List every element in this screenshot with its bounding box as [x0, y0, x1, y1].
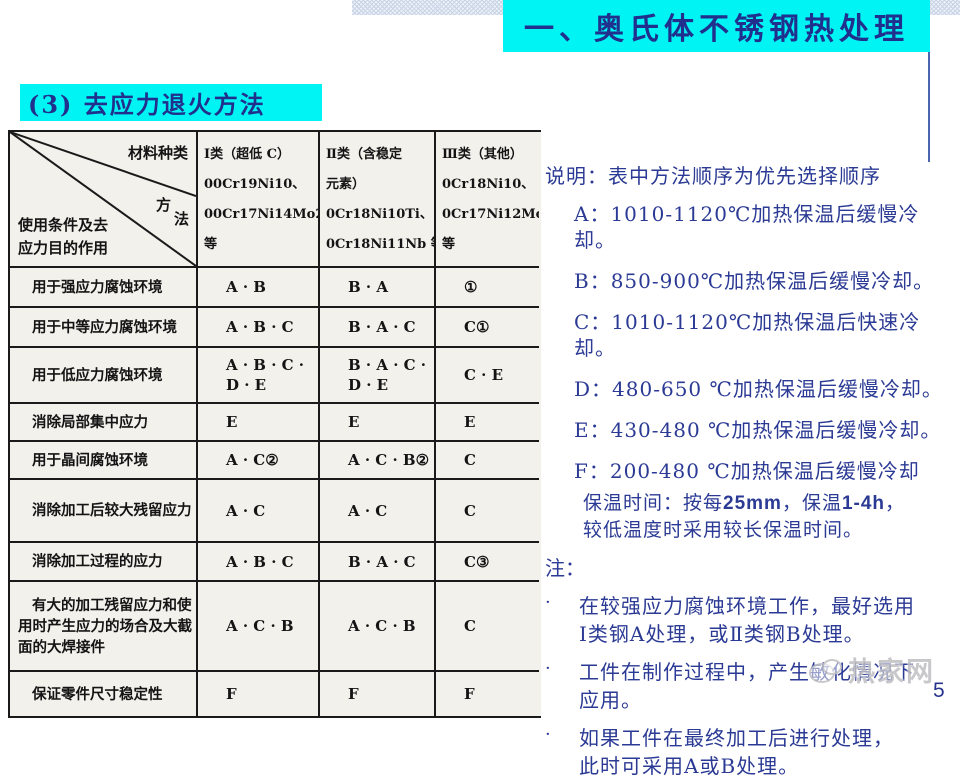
- table-cell: C · E: [436, 348, 539, 404]
- table-row-label: 用于低应力腐蚀环境: [10, 348, 198, 404]
- method-definition-F: F：200-480 ℃加热保温后缓慢冷却: [574, 459, 920, 483]
- note-bullet: · 如果工件在最终加工后进行处理， 此时可采用A或B处理。: [545, 724, 894, 778]
- table-cell: E: [320, 404, 436, 442]
- table-cell: C: [436, 582, 539, 672]
- table-cell: A · C: [320, 480, 436, 543]
- diagonal-divider-lines: [10, 132, 196, 266]
- table-row-label: 用于中等应力腐蚀环境: [10, 308, 198, 348]
- column-header-class3: Ⅲ类（其他） 0Cr18Ni10、 0Cr17Ni12Mo2 等: [436, 132, 539, 268]
- table-cell: A · C②: [198, 442, 320, 480]
- table-cell: A · B · C: [198, 543, 320, 582]
- table-cell: A · B · C · D · E: [198, 348, 320, 404]
- table-cell: F: [464, 685, 475, 703]
- table-cell: A · B: [198, 268, 320, 308]
- corner-label-usage-line2: 应力目的作用: [18, 239, 109, 257]
- method-definition-D: D：480-650 ℃加热保温后缓慢冷却。: [574, 377, 943, 401]
- table-cell: B · A · C: [320, 308, 436, 348]
- bullet-dot-icon: ·: [545, 724, 551, 745]
- corner-label-material-type: 材料种类: [127, 144, 188, 162]
- table-cell: A · C · B: [198, 582, 320, 672]
- column-header-class1: Ⅰ类（超低 C） 00Cr19Ni10、 00Cr17Ni14Mo2 等: [198, 132, 320, 268]
- table-row-label: 用于晶间腐蚀环境: [10, 442, 198, 480]
- column-header-class2: Ⅱ类（含稳定 元素） 0Cr18Ni10Ti、 0Cr18Ni11Nb 等: [320, 132, 436, 268]
- table-row-label: 保证零件尺寸稳定性: [10, 672, 198, 716]
- table-row-label: 有大的加工残留应力和使用时产生应力的场合及大截面的大焊接件: [10, 582, 198, 672]
- method-definition-C: C：1010-1120℃加热保温后快速冷却。: [574, 310, 921, 360]
- table-row-label: 用于强应力腐蚀环境: [10, 268, 198, 308]
- table-cell: C: [436, 442, 539, 480]
- method-definition-A: A：1010-1120℃加热保温后缓慢冷却。: [574, 202, 920, 252]
- watermark: 热家网: [808, 650, 935, 689]
- method-definitions: A：1010-1120℃加热保温后缓慢冷却。 B：850-900℃加热保温后缓慢…: [574, 201, 957, 484]
- table-row-label: 消除加工后较大残留应力: [10, 480, 198, 543]
- notes-heading: 说明：表中方法顺序为优先选择顺序: [545, 164, 881, 188]
- cloud-logo-icon: [809, 658, 842, 683]
- bullet-dot-icon: ·: [545, 658, 551, 679]
- corner-label-method-char1: 方: [156, 196, 172, 214]
- corner-label-usage-line1: 使用条件及去: [18, 216, 109, 234]
- corner-label-method-char2: 法: [174, 210, 190, 228]
- page-number: 5: [933, 679, 945, 702]
- table-cell: F: [198, 672, 320, 716]
- table-row-label: 消除局部集中应力: [10, 404, 198, 442]
- table-cell: A · C · B: [320, 582, 436, 672]
- table-cell: E: [436, 404, 539, 442]
- slide-title: 一、奥氏体不锈钢热处理: [503, 0, 930, 52]
- method-definition-E: E：430-480 ℃加热保温后缓慢冷却。: [574, 418, 942, 442]
- table-cell: C③: [436, 543, 539, 582]
- table-cell: C①: [436, 308, 539, 348]
- table-cell: E: [198, 404, 320, 442]
- table-cell: F: [320, 672, 436, 716]
- slide-subtitle: (3) 去应力退火方法: [20, 84, 322, 121]
- table-cell: C: [436, 480, 539, 543]
- table-corner-cell: 材料种类 方 法 使用条件及去 应力目的作用: [10, 132, 198, 268]
- table-cell: A · C: [198, 480, 320, 543]
- watermark-text: 热家网: [848, 657, 935, 688]
- table-cell: ①: [436, 268, 539, 308]
- note-bullet: · 工件在制作过程中，产生敏化情况下 应用。: [545, 658, 915, 712]
- table-cell: B · A · C · D · E: [320, 348, 436, 404]
- table-cell: A · B · C: [198, 308, 320, 348]
- method-definition-B: B：850-900℃加热保温后缓慢冷却。: [574, 269, 935, 293]
- table-cell: A · C · B②: [320, 442, 436, 480]
- holding-time-note: 保温时间：按每25mm，保温1-4h， 较低温度时采用较长保温时间。: [583, 492, 906, 541]
- heat-treatment-method-table: 材料种类 方 法 使用条件及去 应力目的作用 Ⅰ类（超低 C） 00Cr19Ni…: [8, 130, 541, 718]
- table-row-label: 消除加工过程的应力: [10, 543, 198, 582]
- vertical-divider-line: [928, 52, 930, 162]
- note-label: 注：: [545, 556, 585, 580]
- bullet-dot-icon: ·: [545, 592, 551, 613]
- note-bullet: · 在较强应力腐蚀环境工作，最好选用 Ⅰ类钢A处理，或Ⅱ类钢B处理。: [545, 592, 915, 646]
- table-cell: B · A: [320, 268, 436, 308]
- table-cell: B · A · C: [320, 543, 436, 582]
